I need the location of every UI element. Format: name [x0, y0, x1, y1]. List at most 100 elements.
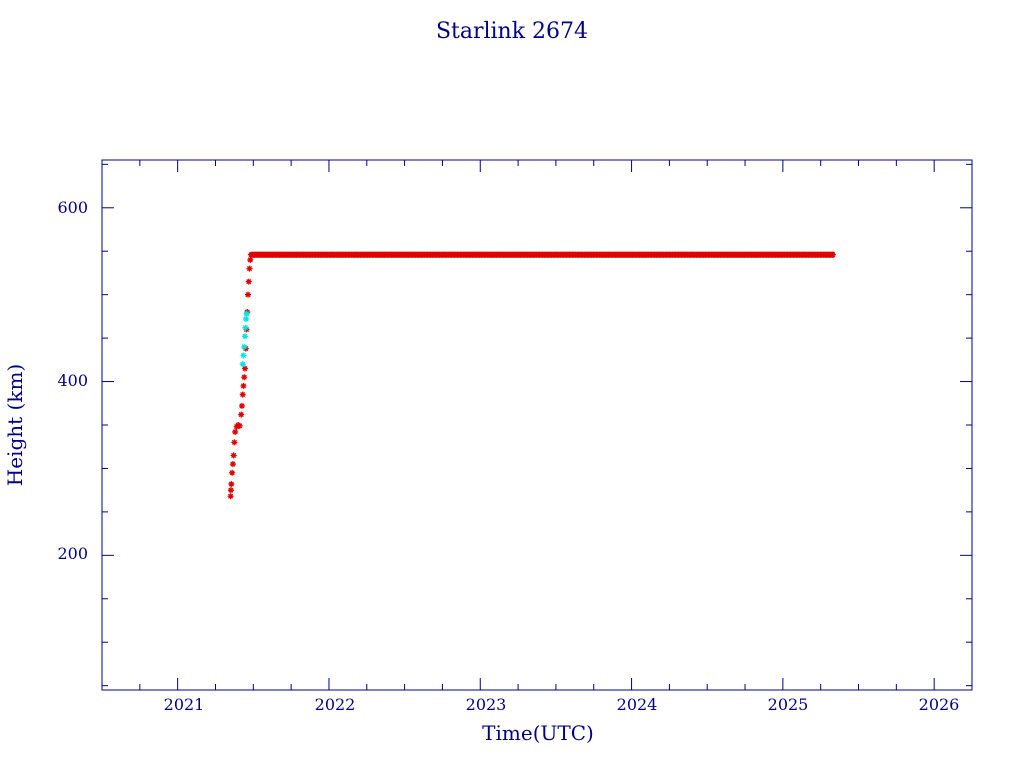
data-point [291, 251, 298, 258]
data-point [521, 251, 528, 258]
x-tick-label-2021: 2021 [164, 695, 205, 714]
data-point [348, 251, 355, 258]
data-point [820, 251, 827, 258]
data-point [415, 251, 422, 258]
data-point [551, 251, 558, 258]
data-point [345, 251, 352, 258]
data-point [575, 251, 582, 258]
x-axis-label: Time(UTC) [482, 721, 594, 745]
data-point [717, 251, 724, 258]
data-point [657, 251, 664, 258]
data-point [384, 251, 391, 258]
data-point [372, 251, 379, 258]
data-point [639, 251, 646, 258]
data-point [327, 251, 334, 258]
data-point [297, 251, 304, 258]
x-tick-label-2024: 2024 [617, 695, 658, 714]
data-point [378, 251, 385, 258]
data-point [732, 251, 739, 258]
data-point [231, 439, 238, 446]
data-point [339, 251, 346, 258]
data-point [714, 251, 721, 258]
data-point [251, 251, 258, 258]
x-tick-label-2026: 2026 [919, 695, 960, 714]
data-point [666, 251, 673, 258]
data-point [648, 251, 655, 258]
data-point [478, 251, 485, 258]
data-point [817, 251, 824, 258]
data-point [524, 251, 531, 258]
data-point [484, 251, 491, 258]
data-point [584, 251, 591, 258]
data-point [611, 251, 618, 258]
data-point [241, 333, 248, 340]
data-point [445, 251, 452, 258]
data-point [472, 251, 479, 258]
data-point [448, 251, 455, 258]
data-point [757, 251, 764, 258]
data-point [599, 251, 606, 258]
data-point [769, 251, 776, 258]
data-point [247, 256, 254, 263]
data-point [397, 251, 404, 258]
data-point [624, 251, 631, 258]
data-point [693, 251, 700, 258]
data-point [684, 251, 691, 258]
data-point [238, 402, 245, 409]
data-point [823, 251, 830, 258]
data-point [469, 251, 476, 258]
data-point [548, 251, 555, 258]
data-point [527, 251, 534, 258]
data-point [245, 291, 252, 298]
data-point [436, 251, 443, 258]
data-point [745, 251, 752, 258]
data-point [460, 251, 467, 258]
data-point [614, 251, 621, 258]
data-point [496, 251, 503, 258]
data-point [760, 251, 767, 258]
data-point [228, 481, 235, 488]
data-point [515, 251, 522, 258]
data-point [282, 251, 289, 258]
data-point [400, 251, 407, 258]
data-point [808, 251, 815, 258]
data-point [303, 251, 310, 258]
data-point [493, 251, 500, 258]
data-point [241, 374, 248, 381]
data-point [241, 343, 248, 350]
data-point [239, 361, 246, 368]
data-point [675, 251, 682, 258]
data-point [439, 251, 446, 258]
data-point [690, 251, 697, 258]
data-point [502, 251, 509, 258]
data-point [430, 251, 437, 258]
x-tick-label-2023: 2023 [466, 695, 507, 714]
data-point [512, 251, 519, 258]
data-point [654, 251, 661, 258]
data-point [557, 251, 564, 258]
data-point [318, 251, 325, 258]
data-point [375, 251, 382, 258]
data-point [387, 251, 394, 258]
data-point [545, 251, 552, 258]
data-point [735, 251, 742, 258]
data-point [369, 251, 376, 258]
data-point [240, 352, 247, 359]
data-point [315, 251, 322, 258]
data-point [243, 316, 250, 322]
data-point [357, 251, 364, 258]
data-point [560, 251, 567, 258]
data-point [324, 251, 331, 258]
data-point [805, 251, 812, 258]
data-point [227, 487, 234, 494]
data-point [699, 251, 706, 258]
data-point [421, 251, 428, 258]
y-tick-label-600: 600 [57, 198, 88, 217]
data-point [288, 251, 295, 258]
data-point [333, 251, 340, 258]
data-point [596, 251, 603, 258]
data-point [672, 251, 679, 258]
data-point [466, 251, 473, 258]
data-point [266, 251, 273, 258]
data-point [354, 251, 361, 258]
